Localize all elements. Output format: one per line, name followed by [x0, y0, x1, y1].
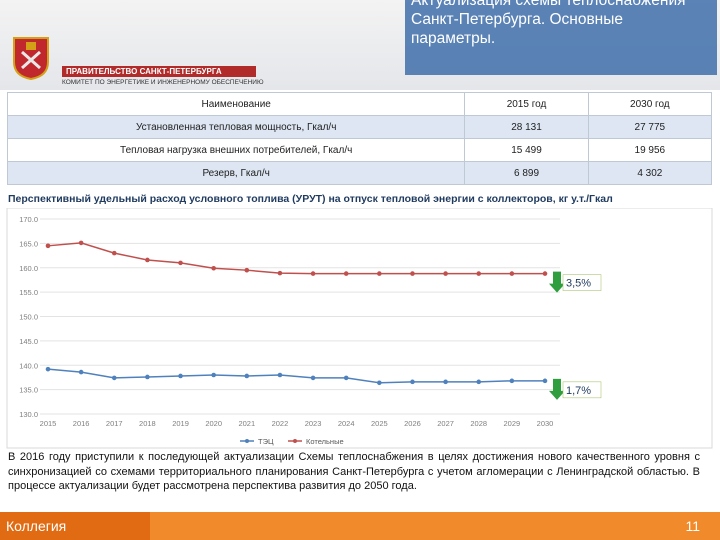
data-point: [277, 372, 283, 378]
data-point: [542, 378, 548, 384]
x-tick-label: 2027: [437, 419, 454, 428]
down-arrow: [549, 378, 565, 400]
data-point: [244, 373, 250, 379]
x-tick-label: 2028: [470, 419, 487, 428]
data-point: [111, 250, 117, 256]
data-point: [377, 380, 382, 386]
table-cell: 27 775: [587, 115, 713, 139]
x-tick-label: 2023: [305, 419, 322, 428]
data-point: [476, 271, 482, 276]
data-point: [443, 271, 448, 276]
data-point: [78, 369, 84, 375]
y-tick-label: 145.0: [19, 337, 38, 346]
table-cell: Тепловая нагрузка внешних потребителей, …: [6, 138, 466, 162]
parameters-table: Наименование 2015 год 2030 год Установленна…: [6, 92, 713, 185]
data-point: [410, 271, 415, 276]
y-tick-label: 155.0: [19, 288, 38, 297]
chart-title: Перспективный удельный расход условного …: [8, 193, 613, 205]
data-point: [78, 240, 84, 246]
annotation: 1,7%: [566, 385, 591, 397]
table-row: Резерв, Гкал/ч 6 899 4 302: [6, 161, 713, 185]
annotation-box: [562, 381, 602, 399]
footer-label: Коллегия: [0, 512, 150, 540]
annotation: 3,5%: [566, 278, 591, 290]
table-cell: 15 499: [464, 138, 589, 162]
chart-frame: [6, 208, 713, 449]
data-point: [377, 271, 382, 276]
slide-title: Актуализация схемы теплоснабжения Санкт-…: [405, 0, 717, 75]
data-point: [343, 271, 349, 276]
chart: 130.0 135.0 140.0 145.0 150.0 155.0 160.0 165.0…: [6, 208, 713, 449]
table-cell: Резерв, Гкал/ч: [6, 161, 466, 185]
table-row: Тепловая нагрузка внешних потребителей, …: [6, 138, 713, 162]
data-point: [145, 374, 150, 380]
y-tick-label: 170.0: [19, 215, 38, 224]
data-point: [476, 379, 482, 385]
data-point: [410, 379, 415, 385]
data-point: [343, 375, 349, 381]
data-point: [443, 379, 448, 385]
x-tick-label: 2024: [338, 419, 355, 428]
paragraph: В 2016 году приступили к последующей акт…: [8, 451, 700, 492]
legend-marker: [293, 439, 297, 443]
legend-marker: [245, 439, 249, 443]
data-point: [542, 271, 548, 276]
series-line: [47, 368, 545, 384]
x-tick-label: 2018: [139, 419, 156, 428]
table-cell: Установленная тепловая мощность, Гкал/ч: [6, 115, 466, 139]
organization: ПРАВИТЕЛЬСТВО САНКТ-ПЕТЕРБУРГА: [62, 66, 256, 77]
x-tick-label: 2017: [106, 419, 123, 428]
data-point: [45, 243, 51, 249]
table-cell: 6 899: [464, 161, 589, 185]
data-point: [145, 257, 150, 263]
table-cell: 4 302: [587, 161, 713, 185]
coat-of-arms: [13, 37, 49, 80]
column-header: Наименование: [6, 92, 466, 116]
x-tick-label: 2019: [172, 419, 189, 428]
x-tick-label: 2021: [238, 419, 255, 428]
column-header: 2030 год: [587, 92, 713, 116]
annotation-box: [562, 274, 602, 291]
x-tick-label: 2026: [404, 419, 421, 428]
x-tick-label: 2030: [537, 419, 554, 428]
y-tick-label: 135.0: [19, 386, 38, 395]
data-point: [244, 267, 250, 273]
table-row: Установленная тепловая мощность, Гкал/ч 2…: [6, 115, 713, 139]
x-tick-label: 2025: [371, 419, 388, 428]
data-point: [178, 260, 183, 266]
column-header: 2015 год: [464, 92, 589, 116]
x-tick-label: 2029: [504, 419, 521, 428]
y-tick-label: 160.0: [19, 264, 38, 273]
data-point: [509, 271, 515, 276]
table-cell: 19 956: [587, 138, 713, 162]
y-tick-label: 130.0: [19, 410, 38, 419]
x-tick-label: 2022: [272, 419, 289, 428]
series-line: [47, 242, 545, 275]
data-point: [211, 372, 216, 378]
x-tick-label: 2020: [205, 419, 222, 428]
y-tick-label: 140.0: [19, 361, 38, 370]
y-tick-label: 165.0: [19, 239, 38, 248]
header-row: Наименование 2015 год 2030 год: [6, 92, 713, 116]
data-point: [111, 375, 117, 381]
legend-label: Котельные: [306, 437, 344, 446]
data-point: [509, 378, 515, 384]
page-number: 11: [685, 518, 700, 534]
table-cell: 28 131: [464, 115, 589, 139]
down-arrow: [549, 271, 565, 293]
data-point: [211, 265, 216, 271]
data-point: [310, 271, 316, 276]
x-tick-label: 2015: [40, 419, 57, 428]
committee: КОМИТЕТ ПО ЭНЕРГЕТИКЕ И ИНЖЕНЕРНОМУ ОБЕС…: [62, 79, 264, 86]
data-point: [45, 366, 51, 372]
x-tick-label: 2016: [73, 419, 90, 428]
data-point: [178, 373, 183, 379]
data-point: [277, 270, 283, 276]
data-point: [310, 375, 316, 381]
legend-label: ТЭЦ: [258, 437, 274, 446]
y-tick-label: 150.0: [19, 313, 38, 322]
